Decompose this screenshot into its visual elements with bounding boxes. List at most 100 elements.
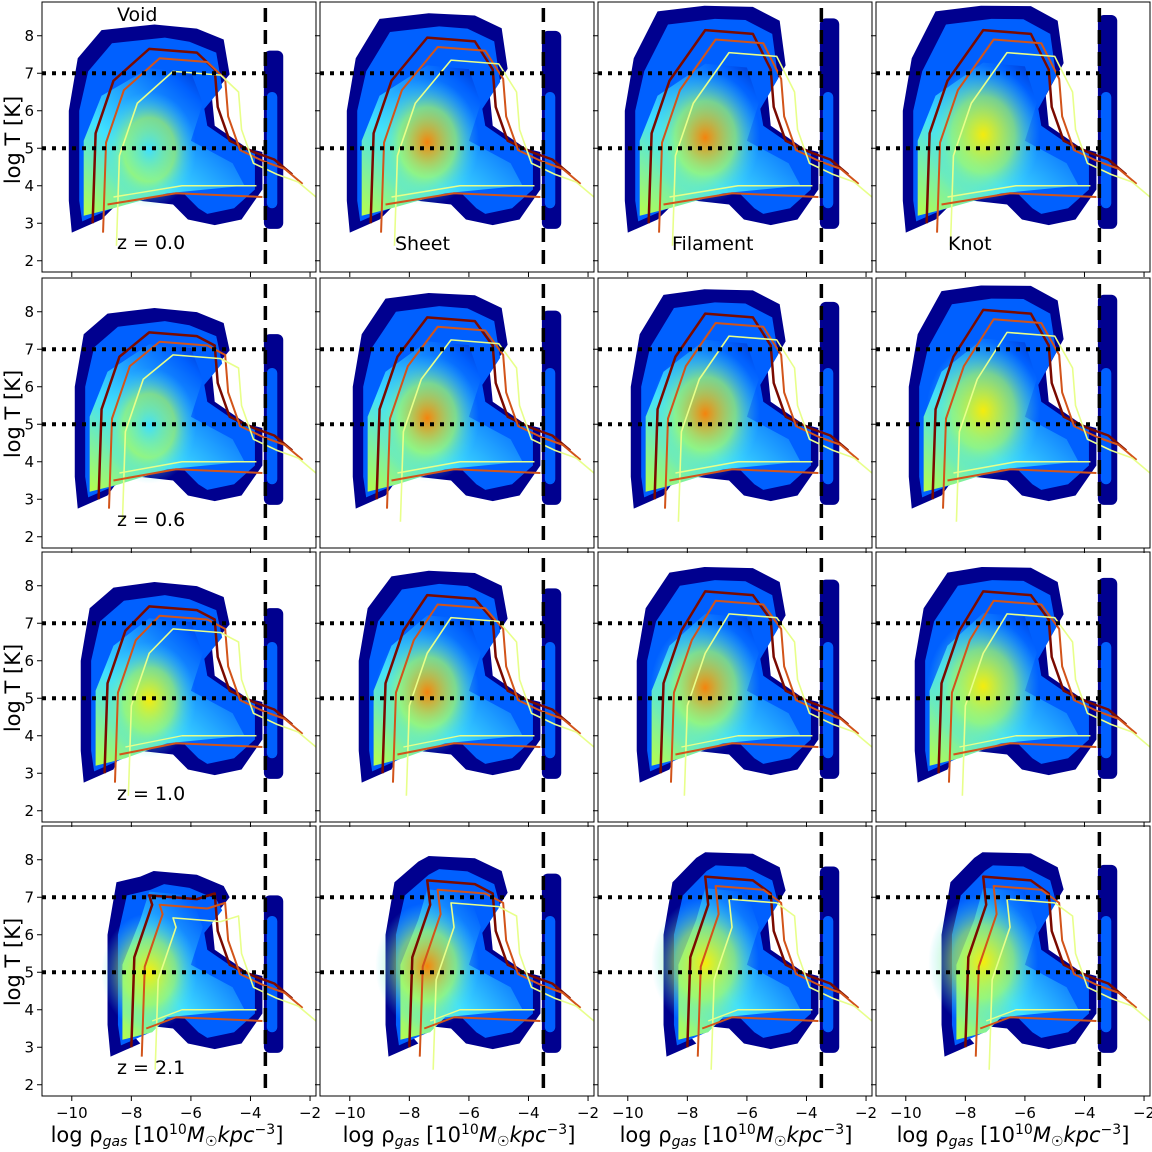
density-peak (650, 71, 761, 205)
x-tick-label: −10 (334, 1104, 366, 1122)
panel-frame (319, 825, 595, 1097)
y-tick-label: 4 (24, 727, 34, 745)
x-tick-label: −10 (56, 1104, 88, 1122)
x-axis-label-col-3: log ρgas [1010M☉kpc−3] (897, 1122, 1130, 1150)
contour-low-branch (391, 468, 541, 482)
y-tick-label: 6 (24, 378, 34, 396)
y-tick-label: 5 (24, 963, 34, 981)
contour-middle (386, 325, 582, 509)
x-tick-label: −2 (1133, 1104, 1152, 1122)
x-tick-label: −6 (1014, 1104, 1036, 1122)
contour-outer (931, 308, 1127, 500)
y-tick-label: 6 (24, 102, 34, 120)
contour-middle (669, 599, 860, 783)
contour-inner (710, 898, 872, 1070)
x-tick-label: −8 (954, 1104, 976, 1122)
environment-label-filament: Filament (672, 233, 753, 255)
dense-column-inner (822, 368, 834, 485)
x-tick-label: −4 (1073, 1104, 1095, 1122)
contour-low-branch (979, 1016, 1097, 1030)
panel-knot-z1.0 (871, 551, 1151, 827)
contour-outer (647, 28, 849, 224)
contour-outer (653, 312, 849, 500)
redshift-label-row-3: z = 2.1 (117, 1057, 185, 1079)
x-tick-label: −8 (120, 1104, 142, 1122)
contour-inner (955, 331, 1150, 522)
density-peak (375, 628, 480, 756)
x-tick-label: −2 (855, 1104, 877, 1122)
contour-low-branch-light (707, 1009, 813, 1022)
y-tick-label: 8 (24, 27, 34, 45)
contour-low-branch (669, 468, 819, 482)
contour-middle (391, 603, 582, 783)
contour-outer (686, 875, 849, 1048)
x-tick-label: −4 (239, 1104, 261, 1122)
y-tick-label: 7 (24, 614, 34, 632)
density-peak (926, 341, 1041, 480)
contour-low-branch-light (397, 461, 535, 474)
contour-low-branch (701, 1016, 819, 1030)
contour-outer (103, 605, 293, 774)
contour-low-branch (119, 742, 263, 756)
x-tick-label: −2 (577, 1104, 599, 1122)
y-axis-label-row-2: log T [K] (1, 644, 25, 732)
contour-low-branch-light (113, 185, 257, 198)
contour-low-branch-light (391, 185, 535, 198)
y-axis-label-row-3: log T [K] (1, 918, 25, 1006)
density-peak (375, 78, 480, 206)
y-axis-label-row-0: log T [K] (1, 96, 25, 184)
panel-frame (597, 1, 873, 273)
y-tick-label: 8 (24, 577, 34, 595)
density-peak (650, 621, 761, 755)
environment-label-knot: Knot (948, 233, 992, 255)
y-tick-label: 3 (24, 490, 34, 508)
panel-sheet-z2.1: −10 −8 −6 −4 −2 (315, 825, 599, 1122)
dense-column-inner (266, 642, 278, 759)
contour-outer (97, 331, 293, 500)
y-tick-label: 5 (24, 415, 34, 433)
x-tick-label: −6 (458, 1104, 480, 1122)
contour-middle (140, 901, 304, 1057)
panel-frame (41, 551, 317, 823)
y-tick-label: 2 (24, 252, 34, 270)
contour-inner (961, 613, 1150, 796)
redshift-label-row-1: z = 0.6 (117, 509, 185, 531)
panel-frame (41, 277, 317, 549)
contour-inner (432, 902, 594, 1070)
x-tick-label: −4 (795, 1104, 817, 1122)
contour-inner (115, 70, 316, 246)
contour-inner (949, 51, 1150, 246)
y-axis-label-row-1: log T [K] (1, 370, 25, 458)
contour-low-branch-light (953, 461, 1091, 474)
y-tick-label: 4 (24, 1001, 34, 1019)
contour-low-branch (145, 1016, 263, 1030)
contour-inner (677, 335, 872, 522)
panel-knot-z0.6 (871, 277, 1151, 553)
panel-frame (597, 277, 873, 549)
contour-middle (658, 38, 860, 233)
redshift-label-row-0: z = 0.0 (117, 232, 185, 254)
contour-low-branch (941, 192, 1097, 206)
dense-column-inner (1100, 368, 1112, 485)
contour-outer (964, 875, 1127, 1048)
contour-outer (659, 590, 849, 774)
contour-outer (375, 316, 571, 500)
contour-inner (405, 616, 594, 796)
x-tick-label: −6 (180, 1104, 202, 1122)
x-axis-label-col-1: log ρgas [1010M☉kpc−3] (343, 1122, 576, 1150)
contour-inner (683, 613, 872, 796)
dense-column-inner (1100, 916, 1112, 1033)
panel-frame (875, 825, 1151, 1097)
x-tick-label: −2 (299, 1104, 321, 1122)
contour-low-branch-light (947, 185, 1091, 198)
panel-frame (319, 551, 595, 823)
contour-low-branch-light (669, 185, 813, 198)
panel-frame (597, 551, 873, 823)
panel-void-z0.0: 2 3 4 5 6 7 8 (24, 1, 317, 277)
contour-low-branch-light (429, 1009, 535, 1022)
panel-frame (875, 1, 1151, 273)
contour-outer (937, 590, 1127, 774)
panel-frame (597, 825, 873, 1097)
contour-low-branch-light (119, 461, 257, 474)
